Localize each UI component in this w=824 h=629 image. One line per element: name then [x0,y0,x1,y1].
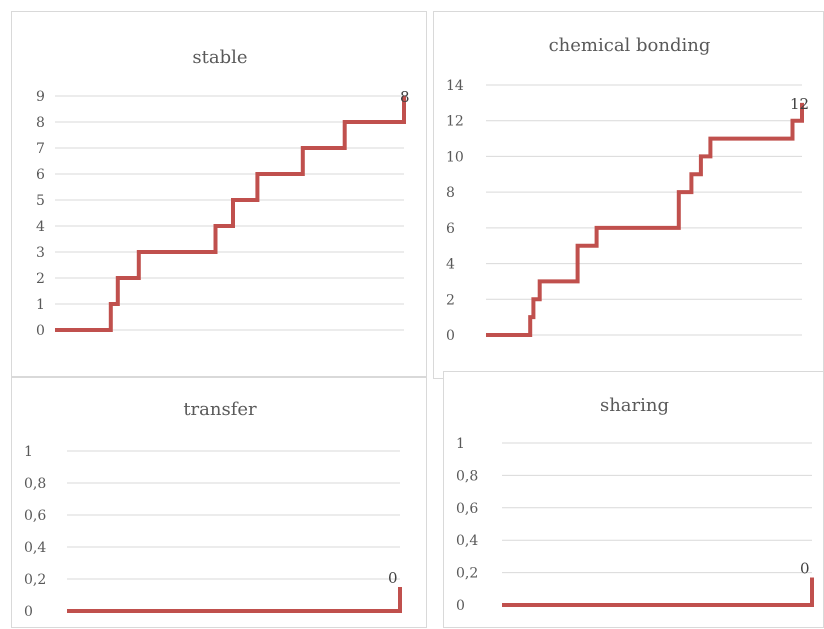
y-tick-label: 4 [446,257,455,273]
data-label-last: 8 [400,88,410,106]
y-tick-label: 0,6 [24,508,46,524]
y-tick-label: 14 [446,78,464,94]
y-tick-label: 0 [24,604,33,620]
y-tick-label: 8 [36,115,45,131]
chart-svg-stable: stable 0 1 2 3 4 5 6 7 8 9 8 [36,47,410,339]
y-tick-label: 8 [446,185,455,201]
series-line-chemical-bonding [486,102,804,337]
chart-panel-transfer: transfer 0 0,2 0,4 0,6 0,8 1 0 [11,377,427,628]
data-label-last: 0 [800,559,810,577]
chart-panel-stable: stable 0 1 2 3 4 5 6 7 8 9 8 [11,11,427,377]
y-tick-label: 3 [36,245,45,261]
y-tick-label: 2 [36,271,45,287]
y-tick-label: 5 [36,193,45,209]
y-tick-label: 9 [36,89,45,105]
y-tick-label: 1 [36,297,45,313]
chart-title: chemical bonding [549,35,711,56]
chart-panel-sharing: sharing 0 0,2 0,4 0,6 0,8 1 0 [443,371,824,628]
y-tick-label: 0,4 [24,540,46,556]
y-tick-label: 0 [36,323,45,339]
chart-svg-sharing: sharing 0 0,2 0,4 0,6 0,8 1 0 [456,395,814,614]
y-tick-label: 1 [24,444,33,460]
chart-svg-transfer: transfer 0 0,2 0,4 0,6 0,8 1 0 [24,399,402,620]
series-line-transfer [67,587,402,613]
chart-title: sharing [600,395,669,416]
y-tick-label: 1 [456,436,465,452]
series-line-sharing [502,577,814,607]
series-line-stable [55,96,406,332]
y-tick-label: 0,2 [456,566,478,582]
chart-title: transfer [183,399,257,420]
y-tick-label: 0 [456,598,465,614]
data-label-last: 12 [790,95,809,113]
data-label-last: 0 [388,569,398,587]
y-tick-label: 6 [446,221,455,237]
y-tick-label: 2 [446,292,455,308]
chart-title: stable [192,47,247,68]
chart-svg-chemical-bonding: chemical bonding 0 2 4 6 8 10 12 14 12 [446,35,809,344]
y-tick-label: 12 [446,114,464,130]
y-tick-label: 7 [36,141,45,157]
y-tick-label: 0,8 [456,468,478,484]
y-tick-label: 0,2 [24,572,46,588]
y-tick-label: 0,4 [456,533,478,549]
y-tick-label: 0,6 [456,501,478,517]
y-tick-label: 6 [36,167,45,183]
y-tick-label: 4 [36,219,45,235]
y-tick-label: 10 [446,149,464,165]
y-tick-label: 0 [446,328,455,344]
y-tick-label: 0,8 [24,476,46,492]
chart-panel-chemical-bonding: chemical bonding 0 2 4 6 8 10 12 14 12 [433,11,824,379]
